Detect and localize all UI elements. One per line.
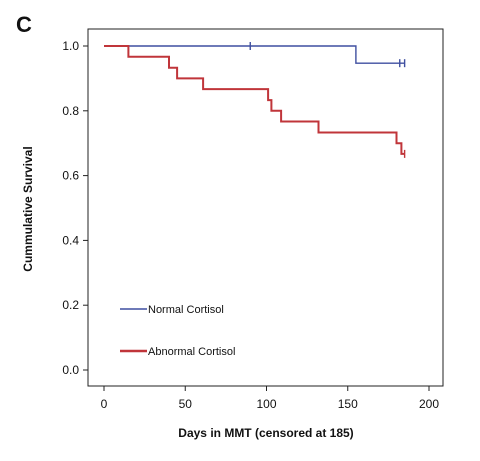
y-tick-label: 0.8 (62, 104, 79, 118)
x-tick-label: 50 (179, 397, 193, 411)
legend-label-normal-cortisol: Normal Cortisol (148, 304, 224, 316)
y-tick-label: 0.2 (62, 298, 79, 312)
series-layer (104, 42, 406, 158)
legend-label-abnormal-cortisol: Abnormal Cortisol (148, 346, 235, 358)
legend: Normal Cortisol Abnormal Cortisol (120, 304, 235, 358)
y-axis: 0.0 0.2 0.4 0.6 0.8 1.0 (62, 39, 88, 377)
y-tick-label: 1.0 (62, 39, 79, 53)
panel-label: C (16, 12, 32, 37)
x-axis-label: Days in MMT (censored at 185) (178, 426, 353, 440)
x-tick-label: 200 (419, 397, 439, 411)
y-tick-label: 0.4 (62, 233, 79, 247)
plot-frame (87, 28, 444, 387)
x-axis: 0 50 100 150 200 (101, 386, 439, 411)
series-line-abnormal-cortisol (104, 45, 405, 155)
series-line-normal-cortisol (104, 45, 405, 64)
y-axis-label: Cummulative Survival (21, 146, 35, 271)
y-tick-label: 0.6 (62, 169, 79, 183)
x-tick-label: 100 (256, 397, 276, 411)
x-tick-label: 0 (101, 397, 108, 411)
x-tick-label: 150 (338, 397, 358, 411)
y-tick-label: 0.0 (62, 363, 79, 377)
